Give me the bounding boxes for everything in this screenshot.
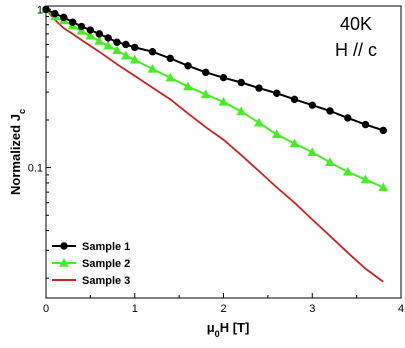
series-line — [45, 8, 384, 283]
data-point — [342, 166, 353, 176]
data-point — [344, 114, 352, 122]
legend-label: Sample 2 — [82, 258, 130, 270]
legend-entry: Sample 1 — [52, 241, 130, 253]
x-axis-title: μ0H [T] — [207, 320, 250, 339]
data-point — [325, 157, 335, 167]
series-3 — [45, 8, 384, 283]
data-point — [183, 81, 193, 91]
data-point — [166, 54, 174, 63]
data-point — [218, 96, 229, 106]
y-axis-title: Normalized Jc — [8, 109, 27, 195]
y-tick-label: 0.1 — [28, 163, 43, 175]
data-point — [273, 89, 281, 97]
data-point — [289, 138, 300, 148]
data-point — [326, 107, 334, 115]
x-tick-label: 2 — [220, 303, 226, 315]
data-point — [236, 106, 247, 116]
annotation-field-direction: H // c — [335, 40, 377, 60]
data-point — [131, 43, 139, 52]
data-point — [112, 45, 122, 55]
series-1 — [42, 5, 387, 135]
data-point — [113, 38, 121, 46]
data-point — [122, 40, 130, 49]
legend: Sample 1 Sample 2 Sample 3 — [52, 241, 130, 287]
data-point — [95, 30, 103, 38]
legend-label: Sample 3 — [82, 275, 130, 287]
legend-entry: Sample 2 — [52, 257, 130, 270]
x-tick-label: 4 — [398, 303, 404, 315]
data-point — [129, 54, 140, 64]
data-point — [360, 174, 371, 184]
legend-entry: Sample 3 — [52, 275, 130, 287]
data-point — [68, 18, 77, 26]
data-point — [254, 117, 264, 127]
data-point — [42, 5, 50, 14]
data-point — [165, 72, 176, 82]
data-point — [77, 22, 86, 31]
data-point — [51, 9, 59, 18]
y-tick-label: 1 — [37, 4, 43, 16]
x-tick-label: 0 — [43, 303, 49, 315]
data-point — [290, 95, 299, 104]
data-point — [379, 126, 387, 135]
annotation-temperature: 40K — [340, 14, 372, 34]
series-layer — [41, 4, 389, 283]
data-point — [308, 101, 316, 109]
data-point — [60, 13, 68, 22]
data-point — [219, 73, 228, 82]
data-point — [85, 30, 96, 40]
data-point — [202, 68, 210, 77]
data-point — [184, 62, 192, 70]
data-point — [104, 34, 112, 42]
data-point — [361, 120, 370, 129]
data-point — [103, 40, 113, 50]
data-point — [121, 50, 131, 60]
data-point — [255, 84, 263, 92]
data-point — [237, 78, 245, 87]
data-point — [307, 147, 318, 156]
data-point — [200, 89, 211, 99]
data-point — [378, 182, 389, 192]
data-point — [76, 25, 87, 35]
data-point — [148, 48, 157, 56]
legend-marker — [60, 242, 68, 250]
series-2 — [41, 4, 389, 192]
data-point — [271, 129, 282, 139]
x-tick-label: 1 — [132, 303, 138, 315]
data-point — [94, 36, 105, 45]
x-tick-label: 3 — [309, 303, 315, 315]
data-point — [86, 26, 95, 34]
data-point — [147, 63, 158, 73]
legend-label: Sample 1 — [82, 241, 130, 253]
legend-marker — [59, 257, 69, 267]
